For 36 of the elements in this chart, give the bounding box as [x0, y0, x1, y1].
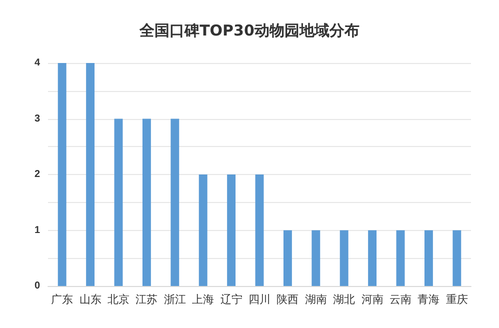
bar	[312, 230, 320, 286]
y-tick-label: 3	[34, 113, 40, 124]
bar	[283, 230, 292, 286]
x-tick-label: 重庆	[446, 293, 468, 306]
bar	[340, 230, 348, 286]
x-tick-label: 湖北	[333, 293, 356, 306]
bar	[114, 118, 123, 286]
x-tick-label: 辽宁	[220, 293, 242, 306]
bar	[227, 174, 236, 286]
bar	[396, 230, 405, 286]
x-tick-label: 北京	[108, 293, 130, 306]
y-tick-label: 0	[34, 280, 40, 292]
bar	[424, 230, 433, 286]
y-tick-label: 1	[34, 224, 40, 236]
bar	[86, 63, 95, 286]
y-tick-label: 4	[34, 58, 40, 68]
x-tick-label: 四川	[248, 293, 270, 306]
x-tick-label: 浙江	[164, 293, 186, 306]
bar	[142, 118, 151, 286]
x-tick-label: 河南	[361, 293, 384, 306]
x-tick-label: 上海	[192, 293, 214, 306]
x-tick-label: 湖南	[304, 293, 327, 306]
bar	[198, 174, 208, 286]
x-tick-label: 陕西	[276, 293, 299, 306]
x-tick-label: 山东	[79, 293, 102, 306]
bar	[452, 230, 462, 286]
x-tick-label: 江苏	[136, 293, 158, 306]
x-tick-label: 广东	[51, 293, 74, 306]
bar	[255, 174, 264, 286]
y-tick-label: 2	[34, 169, 40, 180]
bar	[368, 230, 377, 286]
bar	[170, 118, 180, 286]
x-tick-label: 青海	[418, 293, 440, 306]
x-tick-label: 云南	[390, 293, 412, 306]
bar	[58, 63, 66, 286]
chart-title: 全国口碑TOP30动物园地域分布	[138, 22, 360, 40]
